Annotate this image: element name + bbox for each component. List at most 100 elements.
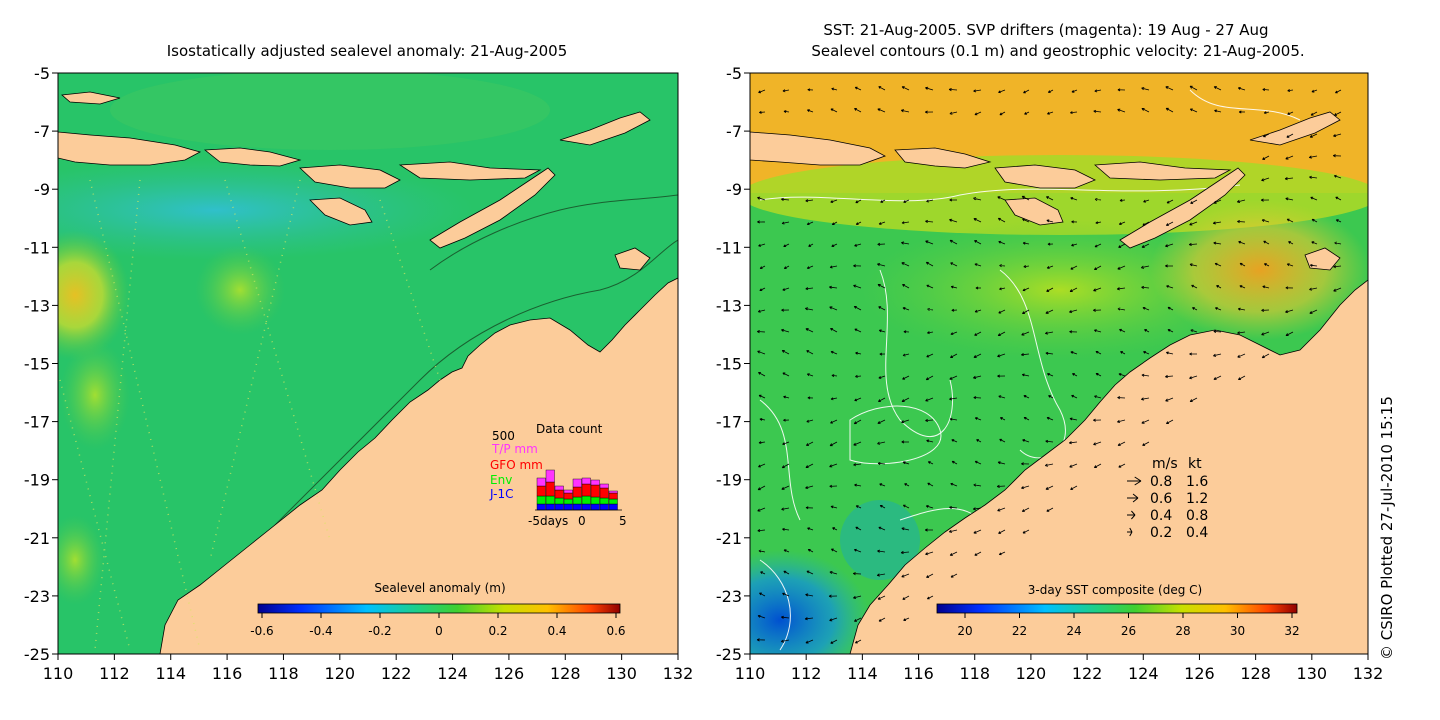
velocity-arrow	[925, 551, 934, 556]
velocity-arrow	[758, 394, 766, 399]
velocity-arrow	[1213, 241, 1222, 245]
velocity-arrow	[999, 111, 1006, 116]
velocity-arrow	[830, 350, 838, 355]
velocity-arrow	[997, 461, 1006, 465]
velocity-arrow	[902, 461, 910, 465]
velocity-arrow	[852, 572, 862, 576]
velocity-arrow	[805, 287, 814, 291]
velocity-arrow	[1118, 463, 1126, 468]
y-tick-label: -11	[716, 238, 742, 257]
small-island-north	[61, 91, 121, 105]
velocity-arrow	[1261, 353, 1270, 359]
positive-anomaly-southwest	[60, 340, 130, 450]
velocity-arrow	[878, 221, 886, 225]
velocity-arrow	[901, 241, 910, 245]
velocity-arrow	[828, 594, 838, 598]
data-count-bar	[599, 487, 609, 499]
velocity-arrow	[1285, 309, 1294, 314]
velocity-arrow	[1214, 109, 1222, 113]
velocity-arrow	[1022, 529, 1030, 534]
velocity-arrow	[900, 550, 910, 555]
velocity-arrow	[878, 329, 886, 333]
y-tick-label: -23	[716, 587, 742, 606]
velocity-arrow	[1022, 439, 1030, 443]
velocity-arrow	[1023, 416, 1030, 421]
y-tick-label: -21	[24, 529, 50, 548]
cool-southwest-patch	[750, 550, 870, 654]
velocity-arrow	[1213, 353, 1222, 357]
velocity-arrow	[829, 306, 838, 311]
velocity-arrow	[1165, 221, 1174, 226]
velocity-arrow	[950, 482, 958, 487]
data-count-inset: 500 Data count T/P mm GFO mm Env J-1C -5…	[489, 422, 627, 528]
velocity-arrow	[830, 419, 838, 424]
sumba-island-right	[1004, 197, 1064, 226]
velocity-arrow	[1189, 221, 1198, 226]
velocity-arrow	[973, 396, 982, 400]
velocity-arrow	[974, 309, 982, 313]
velocity-arrow	[974, 460, 982, 465]
data-count-bar	[536, 495, 546, 505]
velocity-arrow	[1214, 307, 1222, 311]
velocity-arrow	[830, 327, 838, 333]
velocity-arrow	[924, 528, 934, 532]
velocity-arrow	[951, 439, 958, 443]
velocity-arrow	[854, 243, 862, 247]
velocity-arrow	[1261, 331, 1270, 336]
velocity-arrow	[780, 639, 790, 643]
velocity-arrow	[1190, 329, 1198, 333]
velocity-arrow	[1309, 309, 1318, 314]
velocity-arrow	[1140, 397, 1150, 401]
velocity-arrow	[1287, 89, 1294, 92]
x-tick-label: 132	[1353, 664, 1384, 683]
right-map	[750, 73, 1368, 654]
y-tick-label: -23	[24, 587, 50, 606]
sumbawa-island-right	[994, 164, 1096, 189]
velocity-arrow	[1118, 221, 1126, 225]
velocity-arrow	[926, 199, 934, 203]
velocity-arrow	[902, 375, 910, 380]
velocity-arrow	[1141, 419, 1150, 424]
colorbar-tick-label: 30	[1230, 624, 1245, 638]
velocity-arrow	[1144, 329, 1150, 333]
velocity-arrow	[974, 240, 982, 245]
velocity-arrow	[1045, 439, 1054, 443]
velocity-arrow	[1120, 351, 1126, 355]
velocity-arrow	[925, 261, 934, 267]
velocity-arrow	[1118, 373, 1126, 377]
x-tick-label: 128	[1240, 664, 1271, 683]
velocity-arrow	[830, 548, 838, 553]
y-tick-label: -13	[24, 296, 50, 315]
velocity-arrow	[1262, 88, 1270, 92]
velocity-arrow	[829, 285, 838, 289]
data-count-ymax: 500	[492, 429, 515, 443]
y-tick-label: -25	[716, 645, 742, 664]
velocity-arrow	[760, 571, 766, 575]
data-count-bar	[581, 503, 591, 511]
velocity-arrow	[759, 110, 766, 114]
velocity-arrow	[783, 110, 790, 114]
right-x-axis: 110 112 114 116 118 120 122 124 126 128 130 132	[735, 654, 1384, 683]
sumba-island	[309, 197, 373, 226]
velocity-arrow	[997, 507, 1006, 512]
velocity-arrow	[853, 595, 862, 600]
velocity-arrow	[1071, 220, 1078, 224]
velocity-arrow	[1068, 441, 1078, 445]
y-tick-label: -21	[716, 529, 742, 548]
velocity-arrow	[974, 551, 982, 556]
x-tick-label: 110	[735, 664, 766, 683]
velocity-arrow	[1117, 441, 1126, 446]
colorbar-tick-label: 0.4	[547, 624, 566, 638]
right-panel-title-line1: SST: 21-Aug-2005. SVP drifters (magenta)…	[823, 21, 1268, 39]
velocity-arrow	[925, 418, 934, 422]
velocity-arrow	[854, 108, 862, 113]
velocity-arrow	[1142, 441, 1150, 446]
right-colorbar	[936, 603, 1298, 614]
velocity-arrow	[783, 418, 790, 422]
velocity-arrow	[1093, 418, 1102, 422]
velocity-arrow	[1237, 87, 1246, 91]
velocity-arrow	[808, 243, 814, 247]
velocity-arrow	[1285, 286, 1294, 290]
velocity-arrow	[1237, 375, 1246, 381]
velocity-arrow	[1143, 199, 1150, 203]
